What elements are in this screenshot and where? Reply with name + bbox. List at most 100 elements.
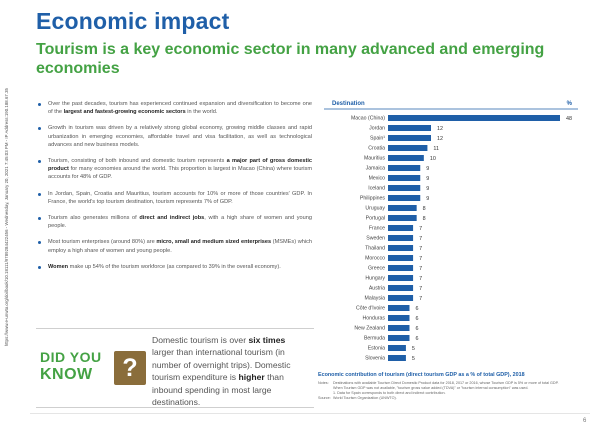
- dyk-run: than inbound spending in most large dest…: [152, 372, 284, 408]
- question-mark-icon: ?: [114, 351, 146, 385]
- category-label: Jamaica: [366, 165, 385, 171]
- value-label: 12: [437, 126, 443, 132]
- bullet-item: Most tourism enterprises (around 80%) ar…: [36, 238, 312, 254]
- value-label: 9: [426, 176, 429, 182]
- bullet-text-run: direct and indirect jobs: [139, 215, 205, 222]
- dyk-run: larger than international tourism (in nu…: [152, 347, 291, 383]
- dyk-run: Domestic tourism is over: [152, 335, 249, 345]
- value-label: 48: [566, 116, 572, 122]
- value-label: 8: [423, 206, 426, 212]
- category-label: Bermuda: [364, 335, 385, 341]
- bar: [388, 135, 431, 141]
- bullet-text-run: Growth in tourism was driven by a relati…: [48, 125, 312, 148]
- bar: [388, 265, 414, 271]
- page-subtitle: Tourism is a key economic sector in many…: [36, 41, 545, 77]
- did-you-know-line2: KNOW: [40, 366, 93, 383]
- bar: [388, 315, 410, 321]
- bullet-text-run: make up 54% of the tourism workforce (as…: [68, 263, 281, 270]
- note-text: When Tourism GDP was not available, "tou…: [333, 386, 529, 390]
- value-label: 7: [419, 286, 422, 292]
- category-label: Morocco: [365, 255, 385, 261]
- gdp-bar-chart: Destination% Macao (China) 48 Jordan 12 Spain…: [322, 98, 580, 366]
- category-label: Portugal: [366, 215, 385, 221]
- bar: [388, 355, 406, 361]
- bullet-text-run: micro, small and medium sized enterprise…: [156, 239, 272, 246]
- bar: [388, 245, 414, 251]
- category-label: Jordan: [369, 125, 385, 131]
- value-label: 7: [419, 276, 422, 282]
- category-label: Austria: [369, 285, 385, 291]
- bullet-text-run: Over the past decades, tourism has exper…: [48, 101, 312, 116]
- bullet-text-run: , with a high share of women and young p…: [48, 215, 312, 230]
- bullet-item: Tourism also generates millions of direc…: [36, 214, 312, 230]
- page-title: Economic impact: [36, 8, 230, 34]
- bar: [388, 235, 414, 241]
- bar: [388, 205, 417, 211]
- category-label: Spain¹: [370, 135, 385, 141]
- chart-svg: Destination % Macao (China) 48 Jordan 12 Spain…: [324, 101, 578, 362]
- value-label: 12: [437, 136, 443, 142]
- value-label: 6: [416, 306, 419, 312]
- bar: [388, 255, 414, 261]
- value-label: 7: [419, 256, 422, 262]
- chart-caption: Economic contribution of tourism (direct…: [318, 372, 525, 378]
- did-you-know-box: DID YOU KNOW ? Domestic tourism is over …: [36, 328, 314, 408]
- chart-header-percent: %: [567, 101, 573, 107]
- bullet-list: Over the past decades, tourism has exper…: [36, 100, 312, 279]
- bullet-text-run: a major part of gross domestic product: [48, 158, 312, 173]
- bar: [388, 325, 410, 331]
- bullet-text-run: in the world.: [185, 109, 218, 116]
- side-note-text: https://www.e-unwto.org/doi/book/10.1811…: [3, 88, 9, 347]
- bullet-text-run: largest and fastest-growing economic sec…: [63, 109, 186, 116]
- category-label: Hungary: [365, 275, 385, 281]
- bullet-text-run: Women: [48, 263, 69, 270]
- bar: [388, 125, 431, 131]
- category-label: Mexico: [369, 175, 386, 181]
- value-label: 10: [430, 156, 436, 162]
- chart-notes: Notes: Destinations with available Touris…: [318, 381, 588, 401]
- page-number: 6: [583, 418, 587, 424]
- category-label: Greece: [368, 265, 385, 271]
- note-row: Source: World Tourism Organization (UNWTO…: [318, 396, 588, 401]
- bar: [388, 175, 421, 181]
- value-label: 6: [416, 336, 419, 342]
- bar: [388, 305, 410, 311]
- footer-rule: [30, 413, 590, 414]
- value-label: 6: [416, 326, 419, 332]
- dyk-run: six times: [248, 335, 286, 345]
- category-label: Macao (China): [351, 115, 385, 121]
- value-label: 9: [426, 166, 429, 172]
- value-label: 5: [412, 356, 415, 362]
- value-label: 7: [419, 226, 422, 232]
- category-label: France: [369, 225, 385, 231]
- category-label: New Zealand: [354, 325, 385, 331]
- category-label: Slovenia: [365, 355, 385, 361]
- category-label: Sweden: [366, 235, 385, 241]
- did-you-know-line1: DID YOU: [40, 349, 102, 365]
- dyk-run: higher: [238, 372, 265, 383]
- category-label: Malaysia: [365, 295, 386, 301]
- bullet-text-run: Tourism, consisting of both inbound and …: [48, 158, 227, 165]
- note-text: 1. Data for Spain corresponds to both di…: [333, 391, 446, 395]
- value-label: 7: [419, 266, 422, 272]
- value-label: 6: [416, 316, 419, 322]
- bar: [388, 145, 428, 151]
- note-label: Notes:: [318, 381, 329, 385]
- bar: [388, 185, 421, 191]
- note-row: 1. Data for Spain corresponds to both di…: [318, 391, 588, 396]
- category-label: Estonia: [368, 345, 385, 351]
- bullet-text-run: Most tourism enterprises (around 80%) ar…: [48, 239, 157, 246]
- bullet-item: Tourism, consisting of both inbound and …: [36, 157, 312, 182]
- value-label: 9: [426, 196, 429, 202]
- bullet-item: Women make up 54% of the tourism workfor…: [36, 263, 312, 271]
- note-text: Destinations with available Tourism Dire…: [333, 381, 559, 385]
- category-label: Philippines: [360, 195, 385, 201]
- category-label: Honduras: [363, 315, 386, 321]
- category-label: Mauritius: [364, 155, 385, 161]
- bar: [388, 275, 414, 281]
- note-row: Notes: Destinations with available Touris…: [318, 381, 588, 386]
- category-label: Côte d'Ivoire: [356, 305, 385, 311]
- bar: [388, 335, 410, 341]
- bullet-text-run: Tourism also generates millions of: [48, 215, 140, 222]
- bullet-text-run: (MSMEs) which employ a high share of wom…: [48, 239, 312, 254]
